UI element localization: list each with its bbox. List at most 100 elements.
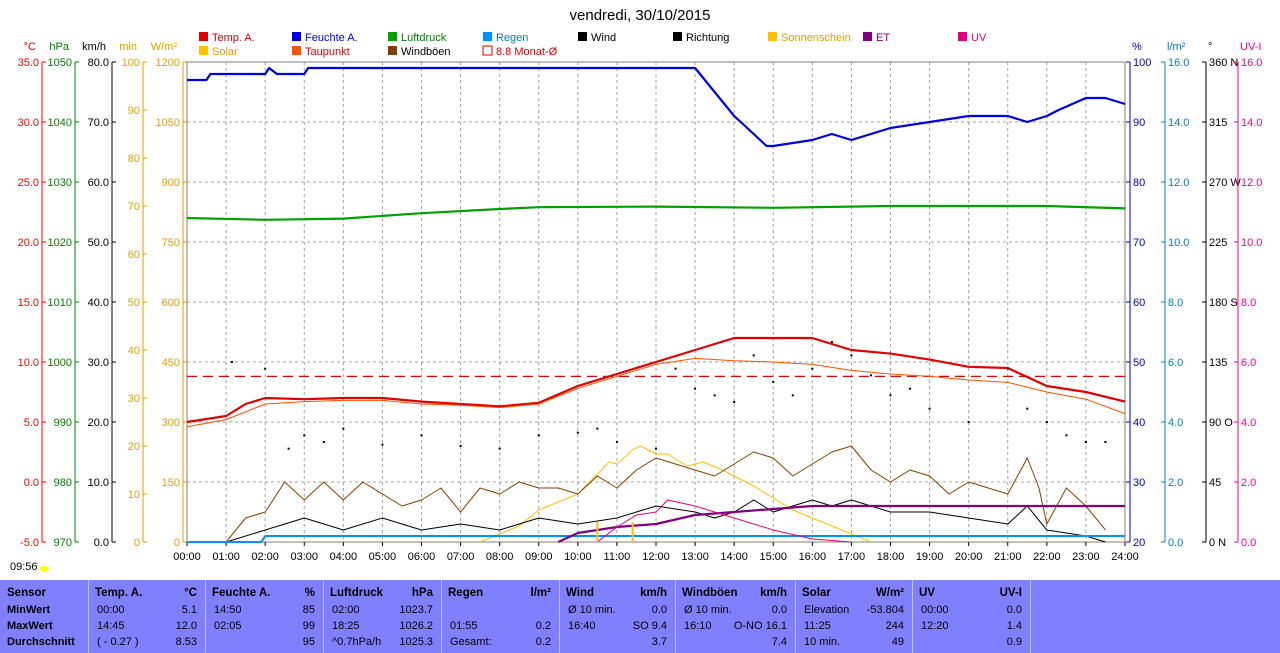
x-axis-tick-label: 04:00 xyxy=(330,551,358,563)
direction-point xyxy=(869,374,872,377)
stats-windboeen-value: 0.0 xyxy=(771,604,787,616)
right-axis-tick-label: 100 xyxy=(1133,57,1151,69)
stats-windboeen-value: O-NO 16.1 xyxy=(733,620,787,632)
stats-temp-time: 00:00 xyxy=(97,604,125,616)
series-line-uv xyxy=(597,499,852,543)
direction-point xyxy=(733,401,736,403)
legend-swatch xyxy=(199,46,208,55)
series-line-taupunkt xyxy=(186,357,1126,428)
stats-solar-value: -53.804 xyxy=(866,604,904,616)
right-axis-tick-label: 90 xyxy=(1133,117,1145,129)
right-axis-tick-label: 60 xyxy=(1133,297,1145,309)
left-axis-tick-label: 0.0 xyxy=(24,477,39,489)
right-axis-tick-label: 10.0 xyxy=(1168,237,1189,249)
stats-luftdruck-time: ^0.7hPa/h xyxy=(332,636,382,648)
stats-col-uv: UV UV-I 00:00 0.0 12:20 1.4 0.9 xyxy=(912,580,1031,653)
legend-label: UV xyxy=(971,32,987,44)
direction-point xyxy=(615,441,618,443)
stats-wind-time: Ø 10 min. xyxy=(568,604,616,616)
stats-uv-title: UV xyxy=(919,587,935,599)
stats-temp-time: 14:45 xyxy=(97,620,125,632)
direction-point xyxy=(752,354,755,357)
left-axis-tick-label: 0 xyxy=(134,537,140,549)
left-axis-tick-label: 980 xyxy=(54,477,72,489)
stats-row-label-max: MaxWert xyxy=(7,620,53,632)
stats-temp-value: 8.53 xyxy=(175,636,197,648)
left-axis-tick-label: 1010 xyxy=(48,297,72,309)
left-axis-tick-label: 80 xyxy=(128,153,140,165)
stats-col-solar: Solar W/m² Elevation -53.804 11:25 244 10 min.… xyxy=(795,580,913,653)
direction-point xyxy=(1065,434,1068,437)
left-axis-tick-label: 300 xyxy=(162,417,180,429)
x-axis-tick-label: 06:00 xyxy=(408,551,436,563)
direction-point xyxy=(537,434,540,437)
stats-windboeen-title: Windböen xyxy=(682,587,738,599)
x-axis-tick-label: 15:00 xyxy=(759,551,787,563)
stats-solar-unit: W/m² xyxy=(875,587,904,599)
legend-swatch xyxy=(578,32,587,41)
direction-point xyxy=(713,394,716,397)
legend-label: Windböen xyxy=(401,46,451,58)
stats-wind-value: SO 9.4 xyxy=(632,620,667,632)
direction-point xyxy=(928,407,931,410)
left-axis-tick-label: 60.0 xyxy=(88,177,109,189)
stats-luftdruck-unit: hPa xyxy=(411,587,433,599)
legend-swatch xyxy=(292,32,301,41)
stats-feuchte-unit: % xyxy=(304,587,315,599)
legend-label: Luftdruck xyxy=(401,32,447,44)
stats-row-label-min: MinWert xyxy=(7,604,51,616)
x-axis-tick-label: 08:00 xyxy=(486,551,514,563)
stats-uv-value: 0.9 xyxy=(1006,636,1022,648)
direction-point xyxy=(889,394,892,397)
left-axis-tick-label: 1000 xyxy=(48,357,72,369)
stats-regen-unit: l/m² xyxy=(530,587,551,599)
legend-swatch xyxy=(673,32,682,41)
right-axis-tick-label: 80 xyxy=(1133,177,1145,189)
series-line-temp-a- xyxy=(186,336,1126,424)
direction-point xyxy=(909,387,912,390)
stats-uv-unit: UV-I xyxy=(999,587,1022,599)
x-axis-tick-label: 01:00 xyxy=(212,551,240,563)
right-axis-tick-label: 16.0 xyxy=(1241,57,1262,69)
stats-luftdruck-time: 02:00 xyxy=(332,604,360,616)
right-axis-tick-label: 45 xyxy=(1209,477,1221,489)
stats-wind-time: 16:40 xyxy=(568,620,596,632)
direction-point xyxy=(674,367,677,370)
legend-label: Regen xyxy=(496,32,528,44)
left-axis-tick-label: 1030 xyxy=(48,177,72,189)
stats-solar-time: Elevation xyxy=(804,604,850,616)
legend-label: Wind xyxy=(591,32,616,44)
left-axis-tick-label: 80.0 xyxy=(88,57,109,69)
direction-point xyxy=(498,447,501,450)
direction-point xyxy=(694,387,697,390)
left-axis-tick-label: 35.0 xyxy=(18,57,39,69)
direction-point xyxy=(322,441,325,443)
stats-row-label-avg: Durchschnitt xyxy=(7,636,75,648)
stats-uv-value: 0.0 xyxy=(1006,604,1022,616)
legend-label: Solar xyxy=(212,46,238,58)
right-axis-tick-label: 10.0 xyxy=(1241,237,1262,249)
left-axis-tick-label: 100 xyxy=(122,57,140,69)
left-axis-tick-label: 900 xyxy=(162,177,180,189)
stats-solar-time: 11:25 xyxy=(804,620,831,632)
right-axis-tick-label: 180 S xyxy=(1209,297,1238,309)
left-axis-tick-label: 600 xyxy=(162,297,180,309)
left-axis-tick-label: 0 xyxy=(174,537,180,549)
x-axis-tick-label: 11:00 xyxy=(604,551,631,563)
series-line-regen xyxy=(187,535,1125,543)
legend-label: Feuchte A. xyxy=(305,32,358,44)
legend-label: 8.8 Monat-Ø xyxy=(496,46,558,58)
stats-temp-value: 12.0 xyxy=(175,620,197,632)
left-axis-tick-label: 20.0 xyxy=(88,417,109,429)
stats-col-wind: Wind km/h Ø 10 min. 0.0 16:40 SO 9.4 3.7 xyxy=(559,580,676,653)
legend-swatch xyxy=(768,32,777,41)
left-axis-tick-label: 10.0 xyxy=(18,357,39,369)
left-axis-tick-label: 50 xyxy=(128,297,140,309)
stats-regen-title: Regen xyxy=(448,587,484,599)
left-axis-tick-label: 30 xyxy=(128,393,140,405)
stats-regen-time: Gesamt: xyxy=(450,636,492,648)
legend-swatch xyxy=(388,46,397,55)
stats-solar-value: 49 xyxy=(891,636,904,648)
stats-feuchte-value: 85 xyxy=(302,604,315,616)
right-axis-tick-label: 90 O xyxy=(1209,417,1233,429)
